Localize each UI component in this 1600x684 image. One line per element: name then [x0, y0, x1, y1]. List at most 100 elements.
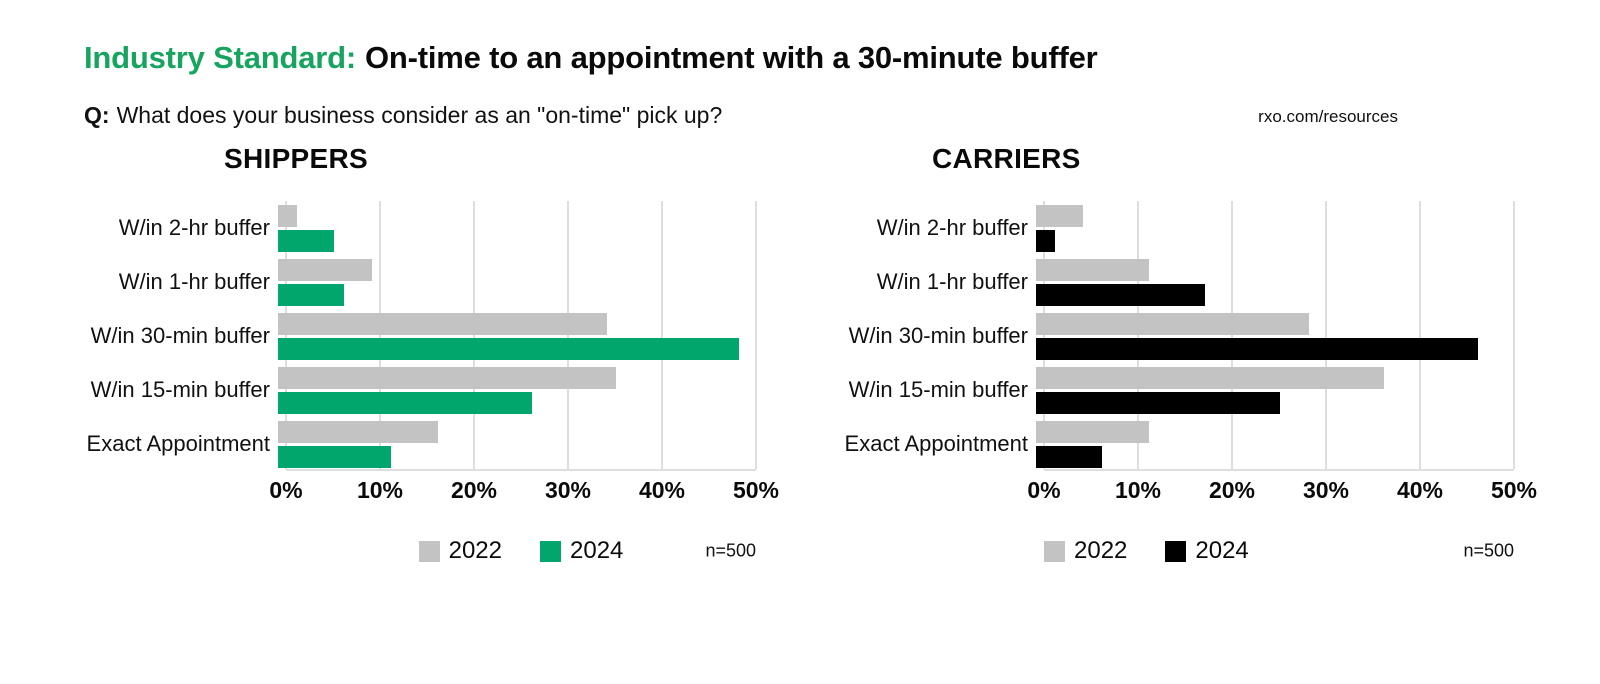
category-label: W/in 1-hr buffer [876, 269, 1028, 294]
carriers-row-3: W/in 30-min buffer [786, 309, 1514, 363]
shippers-title: SHIPPERS [224, 143, 368, 174]
carriers-sample-size: n=500 [1463, 540, 1514, 561]
legend-label-2024: 2024 [570, 537, 624, 564]
survey-question: Q: What does your business consider as an… [84, 102, 722, 129]
carriers-bar-2024-5 [1036, 445, 1102, 468]
carriers-legend-items: 2022 2024 n=500 [1044, 537, 1514, 565]
shippers-bar-2024-2 [278, 283, 344, 306]
bar-pair [1036, 363, 1506, 417]
gridline-10% [379, 201, 381, 469]
bar-pair [1036, 201, 1506, 255]
x-tick-label: 40% [638, 477, 686, 503]
category-label: Exact Appointment [86, 431, 270, 456]
2022-swatch-icon [1044, 540, 1065, 562]
shippers-bar-2024-5 [278, 445, 391, 468]
gridline-20% [473, 201, 475, 469]
2024-swatch-icon [1165, 540, 1187, 562]
shippers-bar-2024-1 [278, 229, 335, 252]
legend-label-2024: 2024 [1195, 537, 1249, 564]
x-tick-label: 20% [450, 477, 498, 503]
shippers-axis-ticks: 0% 10% 20% 30% 40% 50% [269, 477, 779, 507]
gridline-40% [1419, 201, 1421, 469]
category-label: W/in 1-hr buffer [118, 269, 270, 294]
shippers-row-2: W/in 1-hr buffer [28, 255, 756, 309]
category-label: W/in 2-hr buffer [876, 215, 1028, 240]
carriers-title: CARRIERS [932, 143, 1081, 174]
x-tick-label: 10% [356, 477, 404, 503]
gridline-0% [1043, 201, 1045, 469]
shippers-bar-2022-3 [278, 312, 607, 335]
legend-label-2022: 2022 [448, 537, 502, 564]
shippers-sample-size: n=500 [705, 540, 756, 561]
shippers-bar-2024-4 [278, 391, 532, 414]
x-tick-label: 50% [732, 477, 780, 503]
shippers-row-4: W/in 15-min buffer [28, 363, 756, 417]
shippers-gridlines [285, 201, 757, 471]
legend-item-2024: 2024 [540, 537, 623, 565]
shippers-row-3: W/in 30-min buffer [28, 309, 756, 363]
x-tick-label: 0% [1027, 477, 1061, 503]
bar-pair [1036, 255, 1506, 309]
bar-pair [278, 201, 748, 255]
bar-pair [278, 363, 748, 417]
shippers-bar-2024-3 [278, 337, 739, 360]
shippers-rows: W/in 2-hr buffer W/in 1-hr buffer W/in 30-… [28, 201, 756, 471]
carriers-bar-2024-4 [1036, 391, 1281, 414]
shippers-bar-2022-1 [278, 204, 297, 227]
shippers-legend-items: 2022 2024 n=500 [286, 537, 756, 565]
subheader-row: Q: What does your business consider as an… [84, 102, 1398, 129]
gridline-10% [1137, 201, 1139, 469]
shippers-row-5: Exact Appointment [28, 417, 756, 471]
carriers-bar-2024-2 [1036, 283, 1206, 306]
legend-item-2022: 2022 [1044, 537, 1127, 565]
bar-pair [278, 255, 748, 309]
charts-row: SHIPPERS W/in 2-hr buffer W/in 1-hr buffer… [28, 143, 1600, 565]
gridline-20% [1231, 201, 1233, 469]
carriers-x-axis: 0% 10% 20% 30% 40% 50% [786, 477, 1537, 507]
x-tick-label: 20% [1208, 477, 1256, 503]
x-tick-label: 40% [1396, 477, 1444, 503]
carriers-bar-2022-5 [1036, 420, 1149, 443]
bar-pair [1036, 309, 1506, 363]
carriers-bar-2022-2 [1036, 258, 1149, 281]
gridline-50% [1513, 201, 1515, 469]
carriers-axis-ticks: 0% 10% 20% 30% 40% 50% [1027, 477, 1537, 507]
bar-pair [278, 417, 748, 471]
carriers-plot-area: W/in 2-hr buffer W/in 1-hr buffer W/in 30-… [786, 201, 1515, 471]
carriers-bar-2022-3 [1036, 312, 1309, 335]
x-tick-label: 50% [1490, 477, 1538, 503]
question-prefix: Q: [84, 102, 110, 128]
source-link: rxo.com/resources [1258, 107, 1398, 126]
carriers-bar-2024-3 [1036, 337, 1478, 360]
carriers-gridlines [1043, 201, 1515, 471]
gridline-30% [567, 201, 569, 469]
carriers-row-5: Exact Appointment [786, 417, 1514, 471]
category-label: W/in 15-min buffer [848, 377, 1028, 402]
x-tick-label: 10% [1114, 477, 1162, 503]
question-text: What does your business consider as an "… [116, 102, 723, 128]
gridline-40% [661, 201, 663, 469]
bar-pair [278, 309, 748, 363]
bar-pair [1036, 417, 1506, 471]
gridline-50% [755, 201, 757, 469]
carriers-legend: 2022 2024 n=500 [786, 537, 1514, 565]
shippers-legend: 2022 2024 n=500 [28, 537, 756, 565]
shippers-row-1: W/in 2-hr buffer [28, 201, 756, 255]
page-title-highlight: Industry Standard: [84, 40, 356, 75]
carriers-rows: W/in 2-hr buffer W/in 1-hr buffer W/in 30-… [786, 201, 1514, 471]
page-title: Industry Standard: On-time to an appointm… [84, 40, 1398, 76]
carriers-bar-2022-4 [1036, 366, 1384, 389]
category-label: W/in 30-min buffer [90, 323, 270, 348]
shippers-bar-2022-2 [278, 258, 372, 281]
2024-swatch-icon [540, 540, 561, 562]
category-label: W/in 2-hr buffer [118, 215, 270, 240]
shippers-chart: SHIPPERS W/in 2-hr buffer W/in 1-hr buffer… [28, 143, 779, 565]
legend-item-2024: 2024 [1165, 537, 1249, 565]
x-tick-label: 30% [544, 477, 592, 503]
shippers-plot-area: W/in 2-hr buffer W/in 1-hr buffer W/in 30-… [28, 201, 757, 471]
page-title-rest: On-time to an appointment with a 30-minu… [364, 40, 1098, 75]
header: Industry Standard: On-time to an appointm… [84, 40, 1398, 129]
carriers-row-2: W/in 1-hr buffer [786, 255, 1514, 309]
legend-item-2022: 2022 [418, 537, 502, 565]
shippers-x-axis: 0% 10% 20% 30% 40% 50% [28, 477, 779, 507]
